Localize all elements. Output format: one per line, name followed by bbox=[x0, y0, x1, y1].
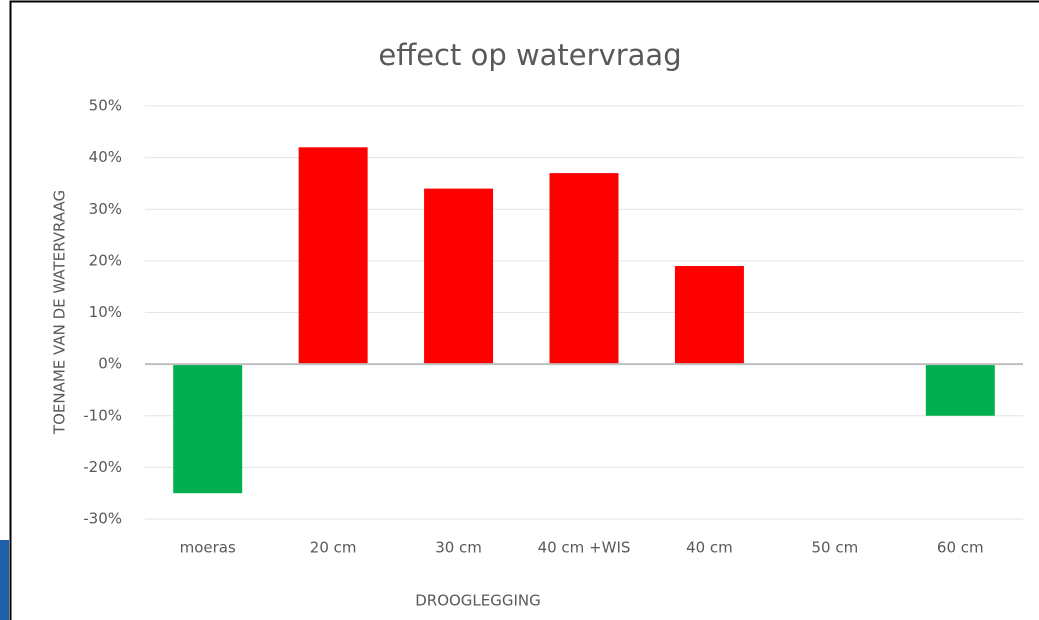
y-tick-label: 10% bbox=[89, 303, 122, 321]
y-tick-label: 40% bbox=[89, 148, 122, 166]
y-tick-label: -10% bbox=[83, 406, 122, 424]
chart-border bbox=[9, 0, 1039, 620]
x-tick-label: 50 cm bbox=[811, 539, 858, 557]
x-tick-label: 60 cm bbox=[937, 539, 984, 557]
x-tick-label: 20 cm bbox=[310, 539, 357, 557]
y-tick-label: -30% bbox=[83, 510, 122, 528]
bar bbox=[298, 147, 368, 365]
bar bbox=[674, 266, 744, 365]
chart-title: effect op watervraag bbox=[378, 38, 681, 72]
y-tick-label: -20% bbox=[83, 458, 122, 476]
y-axis-label: TOENAME VAN DE WATERVRAAG bbox=[51, 190, 69, 435]
y-tick-label: 20% bbox=[89, 251, 122, 269]
x-tick-label: 30 cm bbox=[435, 539, 482, 557]
x-axis-label: DROOGLEGGING bbox=[415, 592, 541, 610]
bar bbox=[549, 173, 619, 365]
y-tick-label: 30% bbox=[89, 200, 122, 218]
x-tick-label: moeras bbox=[180, 539, 236, 557]
x-tick-label: 40 cm bbox=[686, 539, 733, 557]
x-tick-label: 40 cm +WIS bbox=[538, 539, 631, 557]
bar bbox=[173, 364, 243, 494]
side-decoration bbox=[0, 540, 9, 620]
bar bbox=[925, 364, 995, 416]
y-tick-label: 0% bbox=[98, 355, 122, 373]
y-tick-label: 50% bbox=[89, 97, 122, 115]
bar bbox=[424, 188, 494, 365]
